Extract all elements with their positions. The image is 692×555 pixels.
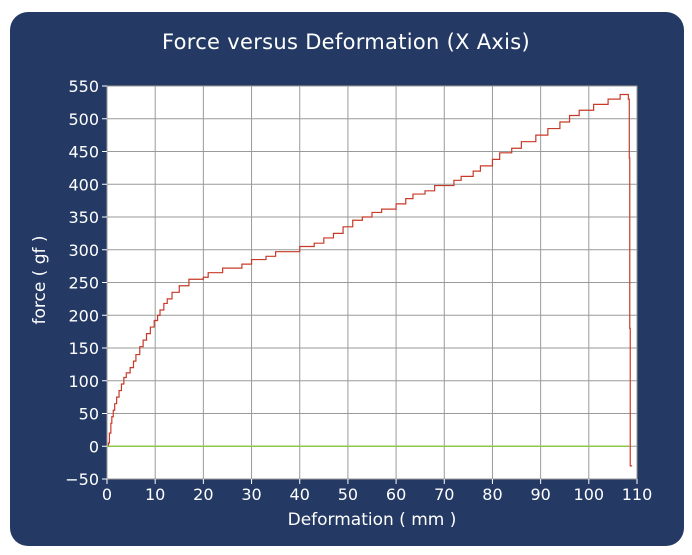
y-tick-label: 200	[68, 306, 99, 325]
series-line-force	[107, 93, 633, 467]
y-tick-label: 100	[68, 372, 99, 391]
y-tick-label: 150	[68, 339, 99, 358]
y-tick-label: 400	[68, 175, 99, 194]
x-tick-label: 90	[530, 485, 550, 504]
x-tick-labels: 0 10 20 30 40 50 60 70 80 90 100 110	[102, 479, 652, 504]
chart-title: Force versus Deformation (X Axis)	[161, 30, 531, 54]
series-group	[107, 93, 633, 467]
x-tick-label: 10	[145, 485, 165, 504]
y-tick-labels: −50 0 50 100 150 200 250 300 350 400 450 500 550	[65, 77, 107, 489]
x-tick-label: 30	[241, 485, 261, 504]
y-tick-label: 250	[68, 274, 99, 293]
y-axis-label: force ( gf )	[30, 235, 50, 325]
x-tick-label: 50	[338, 485, 358, 504]
x-tick-label: 70	[434, 485, 454, 504]
y-tick-label: −50	[65, 470, 99, 489]
x-axis-label: Deformation ( mm )	[287, 510, 457, 530]
y-tick-label: 0	[89, 437, 99, 456]
x-tick-label: 60	[386, 485, 406, 504]
x-tick-label: 100	[574, 485, 605, 504]
y-tick-label: 450	[68, 143, 99, 162]
x-tick-label: 0	[102, 485, 112, 504]
y-tick-label: 300	[68, 241, 99, 260]
y-tick-label: 550	[68, 77, 99, 96]
x-tick-label: 110	[622, 485, 653, 504]
x-tick-label: 40	[290, 485, 310, 504]
y-tick-label: 500	[68, 110, 99, 129]
y-tick-label: 350	[68, 208, 99, 227]
y-tick-label: 50	[79, 405, 99, 424]
x-tick-label: 80	[482, 485, 502, 504]
x-tick-label: 20	[193, 485, 213, 504]
